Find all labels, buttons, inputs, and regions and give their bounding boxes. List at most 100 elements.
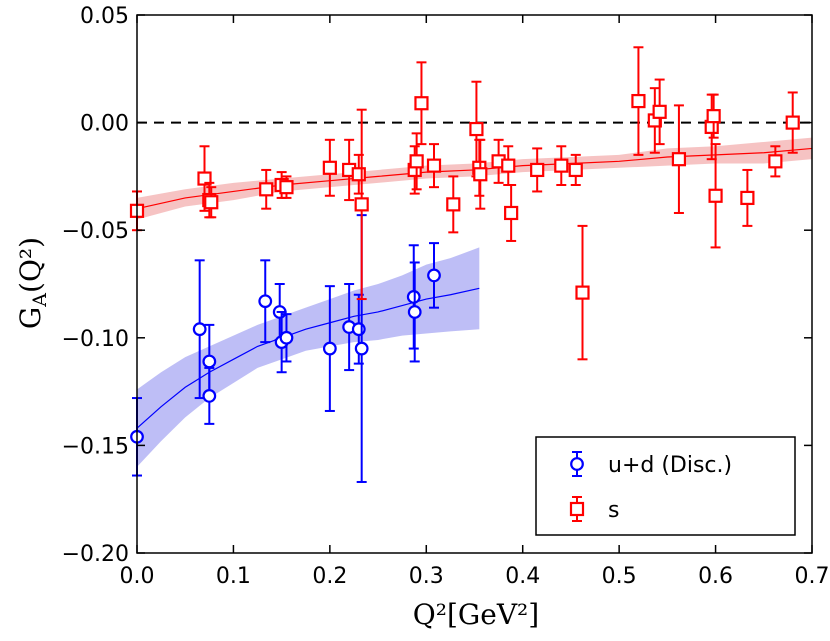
marker <box>427 268 441 283</box>
y-axis-label: GA(Q²) <box>14 237 51 329</box>
data-point-s <box>631 46 646 156</box>
marker <box>740 190 755 206</box>
marker <box>426 158 442 173</box>
y-axis-label-main: G <box>14 307 47 329</box>
data-point-s <box>568 153 583 187</box>
y-axis-label-sub: A <box>29 293 51 308</box>
marker <box>501 158 516 173</box>
marker <box>259 182 274 197</box>
y-tick-label: −0.10 <box>62 327 129 352</box>
data-point-s <box>530 147 545 193</box>
data-point-ud <box>427 242 441 309</box>
marker <box>204 195 219 210</box>
fit-band-ud <box>137 247 480 467</box>
marker <box>785 115 800 130</box>
y-tick-label: −0.05 <box>62 219 129 244</box>
y-axis-ticks: 0.05 0.00 −0.05 −0.10 −0.15 −0.20 <box>62 4 812 567</box>
y-tick-label: 0.00 <box>80 112 129 137</box>
data-point-s <box>575 224 590 361</box>
y-axis-label-rest: (Q²) <box>14 237 47 293</box>
marker <box>706 109 721 124</box>
x-tick-label: 0.7 <box>795 564 830 589</box>
legend: u+d (Disc.) s <box>535 436 796 536</box>
legend-marker <box>569 501 585 517</box>
data-point-s <box>504 184 519 242</box>
marker <box>473 167 488 182</box>
data-point-s <box>704 93 719 161</box>
marker <box>414 96 429 111</box>
legend-label-s: s <box>608 498 619 523</box>
data-point-s <box>708 143 723 249</box>
y-tick-label: 0.05 <box>80 4 129 29</box>
data-points <box>129 46 800 483</box>
fit-band-s <box>137 137 812 220</box>
data-point-s <box>706 93 721 139</box>
data-point-ud <box>279 313 294 363</box>
marker <box>652 104 667 119</box>
marker <box>322 341 337 356</box>
marker <box>202 354 217 369</box>
marker <box>322 160 337 175</box>
data-point-ud <box>322 285 337 412</box>
marker <box>279 330 294 345</box>
legend-entry-ud <box>570 451 584 477</box>
data-point-s <box>652 78 667 146</box>
fit-bands <box>137 137 812 467</box>
marker <box>354 197 369 212</box>
marker <box>568 162 583 178</box>
data-point-s <box>785 91 800 154</box>
data-point-s <box>279 175 294 199</box>
data-point-s <box>501 145 516 187</box>
data-point-s <box>351 153 366 195</box>
x-axis-ticks: 0.0 0.1 0.2 0.3 0.4 0.5 0.6 0.7 <box>120 15 830 589</box>
legend-marker <box>570 457 584 471</box>
marker <box>575 285 590 300</box>
x-tick-label: 0.1 <box>216 564 251 589</box>
marker <box>554 158 569 173</box>
marker <box>192 322 207 337</box>
data-point-s <box>407 145 422 195</box>
legend-label-ud: u+d (Disc.) <box>608 453 732 478</box>
marker <box>407 305 422 319</box>
data-point-s <box>740 168 755 227</box>
marker <box>631 93 646 109</box>
data-point-ud <box>258 259 273 344</box>
y-tick-label: −0.20 <box>62 542 129 567</box>
legend-box <box>535 436 796 536</box>
data-point-s <box>426 143 442 189</box>
y-tick-label: −0.15 <box>62 434 129 459</box>
x-axis-label: Q²[GeV²] <box>413 598 539 631</box>
x-tick-label: 0.0 <box>120 564 155 589</box>
marker <box>197 171 212 186</box>
data-point-ud <box>407 261 422 363</box>
data-point-s <box>473 138 488 210</box>
marker <box>279 180 294 195</box>
data-point-s <box>671 104 687 214</box>
data-point-s <box>259 168 274 210</box>
data-point-s <box>554 145 569 187</box>
x-tick-label: 0.3 <box>409 564 444 589</box>
data-point-s <box>446 175 461 234</box>
x-tick-label: 0.5 <box>602 564 637 589</box>
marker <box>469 121 484 137</box>
data-point-ud <box>202 366 217 425</box>
x-tick-label: 0.2 <box>312 564 347 589</box>
data-point-s <box>322 138 337 197</box>
data-point-ud <box>192 259 207 400</box>
data-point-s <box>409 132 424 191</box>
marker <box>351 167 366 182</box>
plot-frame <box>136 14 813 554</box>
x-tick-label: 0.6 <box>698 564 733 589</box>
data-point-s <box>414 61 429 146</box>
marker <box>446 197 461 212</box>
marker <box>530 162 545 178</box>
marker <box>409 154 424 169</box>
marker <box>354 341 369 356</box>
legend-entry-s <box>569 496 585 522</box>
marker <box>258 294 273 309</box>
marker <box>768 154 783 169</box>
data-point-s <box>204 186 219 219</box>
data-point-s <box>354 108 369 301</box>
marker <box>708 188 723 203</box>
